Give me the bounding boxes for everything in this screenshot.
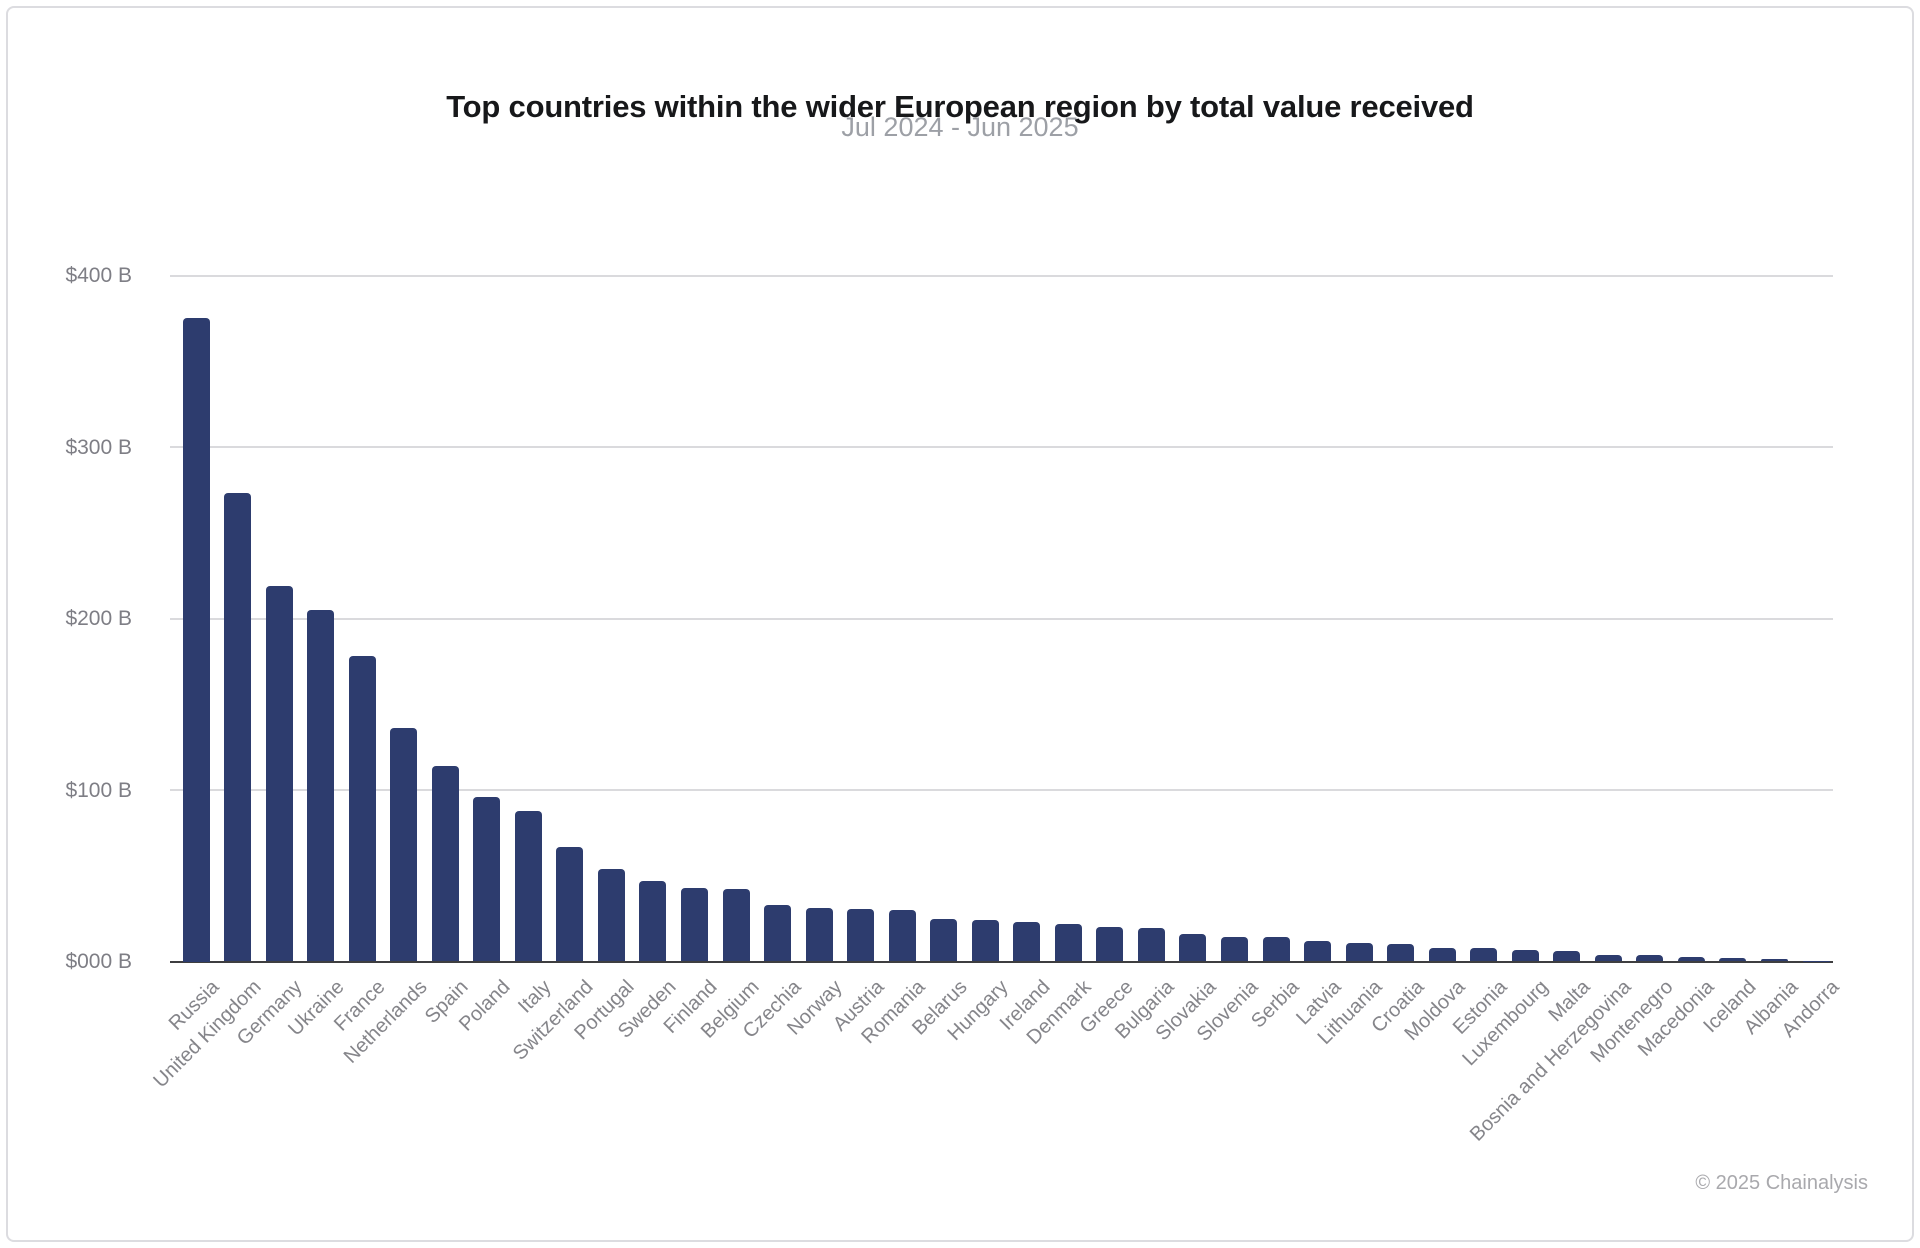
chart-title: Top countries within the wider European … <box>446 88 1474 124</box>
bar-russia <box>182 318 210 962</box>
bar-iceland <box>1719 958 1747 962</box>
bar-france <box>348 656 376 962</box>
y-tick-label-300: $300 B <box>65 435 132 459</box>
bar-belgium <box>722 889 750 962</box>
bar-montenegro <box>1636 955 1664 962</box>
bar-bosnia-and-herzegovina <box>1594 955 1622 962</box>
bar-ireland <box>1013 922 1041 962</box>
copyright-note: © 2025 Chainalysis <box>1695 1172 1868 1194</box>
bar-norway <box>805 908 833 962</box>
bar-germany <box>265 585 293 962</box>
bar-greece <box>1096 927 1124 962</box>
bar-malta <box>1553 951 1581 962</box>
bar-luxembourg <box>1511 950 1539 962</box>
bar-ukraine <box>307 609 335 962</box>
bar-latvia <box>1304 940 1332 962</box>
y-tick-label-100: $100 B <box>65 778 132 802</box>
gridline-200 <box>170 617 1833 620</box>
bar-portugal <box>597 868 625 962</box>
bar-sweden <box>639 880 667 962</box>
bar-bulgaria <box>1137 928 1165 962</box>
x-axis-line <box>170 960 1833 963</box>
bar-finland <box>680 887 708 962</box>
bar-hungary <box>971 920 999 962</box>
bar-albania <box>1761 958 1789 962</box>
bar-denmark <box>1054 923 1082 962</box>
gridline-300 <box>170 446 1833 448</box>
bar-poland <box>473 796 501 962</box>
bar-italy <box>514 810 542 962</box>
bar-estonia <box>1470 947 1498 962</box>
bar-macedonia <box>1677 956 1705 962</box>
y-tick-label-400: $400 B <box>65 264 132 287</box>
bar-austria <box>847 909 875 962</box>
bar-slovakia <box>1179 934 1207 962</box>
bar-croatia <box>1387 944 1415 962</box>
bar-romania <box>888 910 916 962</box>
bar-switzerland <box>556 846 584 962</box>
gridline-100 <box>170 789 1833 791</box>
bar-united-kingdom <box>224 493 252 962</box>
bar-moldova <box>1428 947 1456 962</box>
bar-spain <box>431 765 459 962</box>
chart-subtitle: Jul 2024 - Jun 2025 <box>841 112 1079 142</box>
bar-netherlands <box>390 728 418 962</box>
bar-belarus <box>930 919 958 962</box>
bar-andorra <box>1802 960 1830 962</box>
bar-slovenia <box>1221 937 1248 962</box>
bar-serbia <box>1262 937 1290 962</box>
bar-czechia <box>764 904 792 962</box>
gridline-400 <box>170 274 1833 277</box>
y-tick-label-200: $200 B <box>65 607 132 630</box>
y-tick-label-0: $000 B <box>65 950 132 973</box>
bar-lithuania <box>1345 943 1373 962</box>
